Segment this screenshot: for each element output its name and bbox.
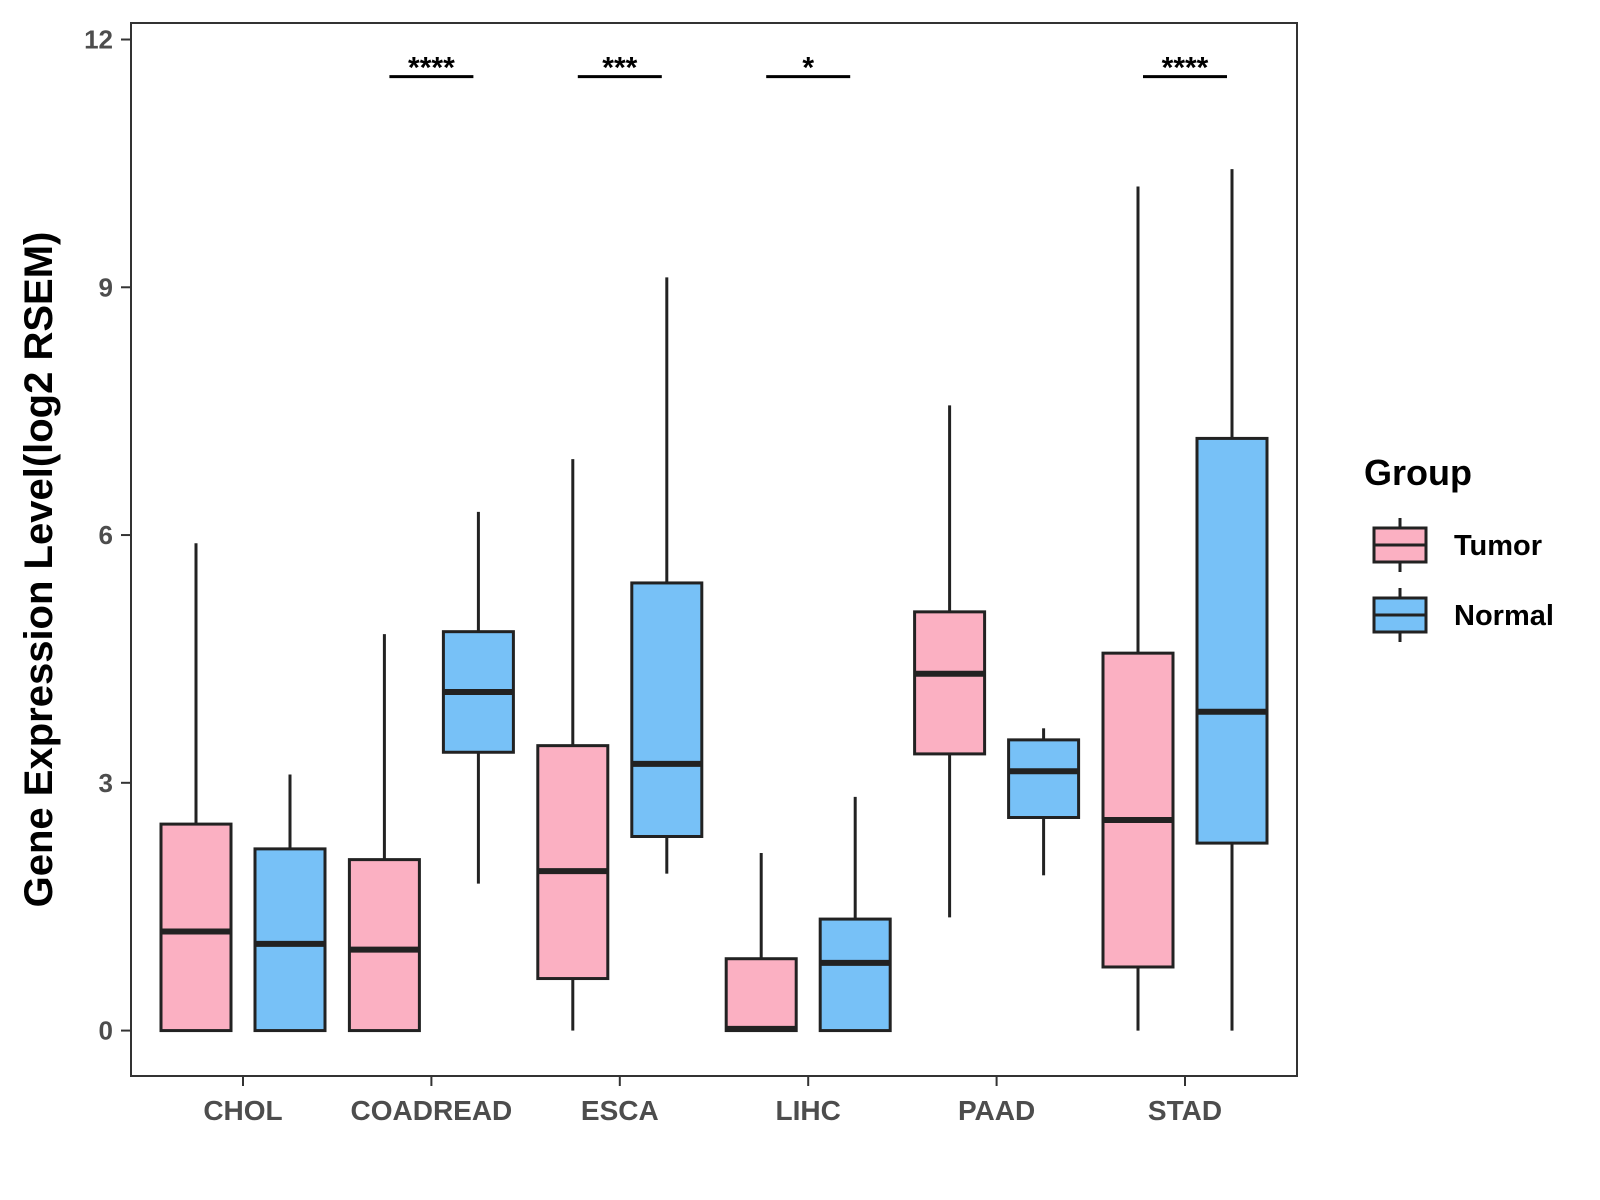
legend-title: Group	[1364, 452, 1472, 493]
x-tick-label-chol: CHOL	[203, 1095, 282, 1126]
box-normal-coadread	[441, 511, 515, 884]
significance-stad: ****	[1143, 52, 1227, 85]
significance-esca: ***	[577, 52, 662, 85]
significance-label-lihc: *	[802, 52, 814, 85]
legend-item-tumor: Tumor	[1372, 518, 1542, 572]
significance-lihc: *	[766, 52, 851, 85]
x-tick-label-paad: PAAD	[958, 1095, 1035, 1126]
box-normal-lihc	[818, 796, 892, 1033]
x-tick-label-coadread: COADREAD	[351, 1095, 513, 1126]
x-tick-label-esca: ESCA	[581, 1095, 659, 1126]
y-axis: 0 3 6 9 12	[84, 25, 131, 1046]
significance-label-stad: ****	[1162, 52, 1209, 85]
box-tumor-lihc	[724, 853, 798, 1033]
box-tumor-paad-box	[913, 610, 987, 756]
box-normal-stad-box	[1195, 436, 1269, 845]
box-tumor-chol	[159, 543, 233, 1033]
box-normal-paad-box	[1007, 738, 1081, 819]
significance-label-coadread: ****	[408, 52, 455, 85]
legend-item-normal: Normal	[1372, 588, 1554, 642]
box-tumor-lihc-box	[724, 957, 798, 1033]
box-normal-esca	[630, 277, 704, 874]
box-tumor-coadread	[347, 634, 421, 1033]
significance-coadread: ****	[389, 52, 474, 85]
box-normal-chol	[253, 774, 327, 1033]
x-axis: CHOL COADREAD ESCA LIHC PAAD STAD	[203, 1076, 1222, 1126]
y-tick-label-3: 3	[99, 768, 113, 798]
x-tick-label-lihc: LIHC	[776, 1095, 841, 1126]
box-tumor-paad	[913, 405, 987, 918]
y-tick-label-9: 9	[99, 272, 113, 302]
plot-area: **** *** * ****	[159, 52, 1269, 1033]
legend: Group Tumor Normal	[1364, 452, 1554, 642]
box-tumor-esca	[536, 459, 610, 1031]
box-normal-paad	[1007, 728, 1081, 876]
box-normal-chol-box	[253, 847, 327, 1033]
x-tick-label-stad: STAD	[1148, 1095, 1222, 1126]
box-normal-stad	[1195, 169, 1269, 1031]
box-tumor-stad	[1101, 186, 1175, 1031]
box-tumor-esca-box	[536, 744, 610, 981]
box-normal-esca-box	[630, 581, 704, 838]
box-tumor-coadread-box	[347, 858, 421, 1033]
panel-border	[130, 22, 1298, 1077]
legend-label-tumor: Tumor	[1454, 530, 1542, 562]
box-tumor-chol-box	[159, 822, 233, 1033]
box-tumor-stad-box	[1101, 651, 1175, 969]
y-tick-label-0: 0	[99, 1016, 113, 1046]
y-axis-title: Gene Expression Level(log2 RSEM)	[17, 232, 61, 908]
significance-label-esca: ***	[602, 52, 637, 85]
y-tick-label-12: 12	[84, 25, 113, 55]
y-tick-label-6: 6	[99, 520, 113, 550]
legend-label-normal: Normal	[1454, 600, 1554, 632]
box-normal-lihc-box	[818, 917, 892, 1033]
